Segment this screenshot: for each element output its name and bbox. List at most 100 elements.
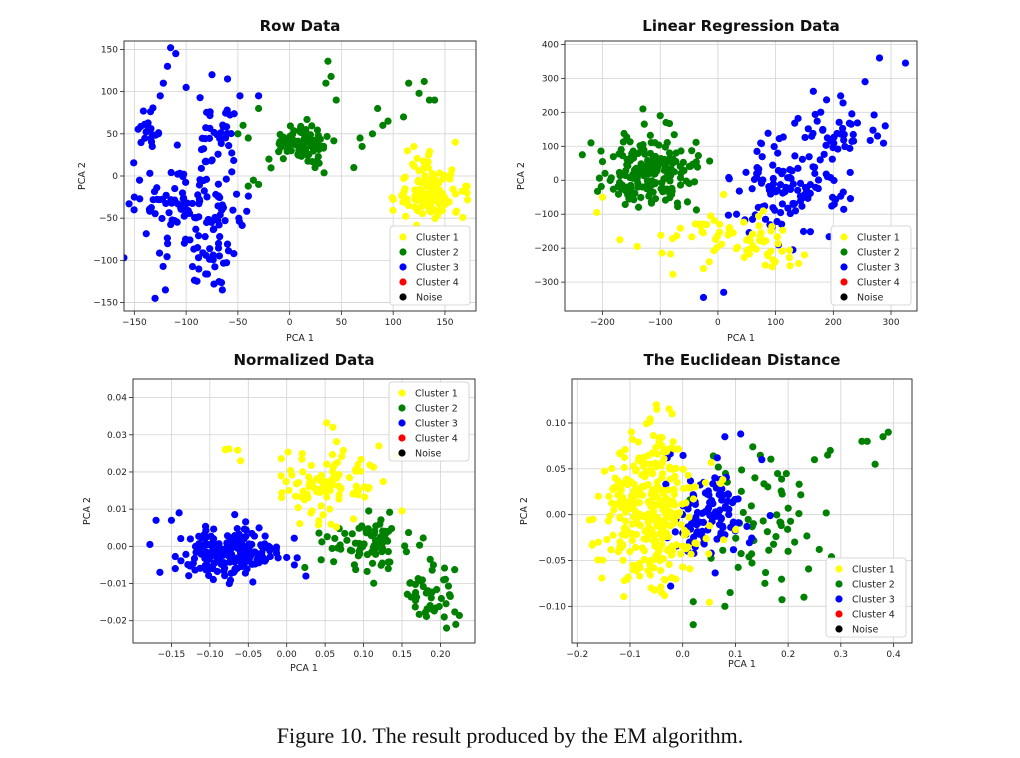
point-cluster-2 (322, 79, 330, 87)
point-cluster-2 (759, 517, 767, 525)
x-tick-label: 100 (385, 318, 402, 328)
x-tick-label: 0.4 (886, 650, 901, 660)
point-cluster-2 (734, 563, 742, 571)
point-cluster-1 (369, 463, 378, 471)
point-cluster-1 (680, 526, 689, 535)
scatter-points (124, 44, 472, 302)
point-cluster-3 (750, 175, 759, 184)
point-cluster-1 (299, 468, 307, 476)
point-cluster-2 (265, 155, 273, 163)
point-cluster-1 (619, 542, 627, 550)
point-cluster-1 (608, 499, 616, 507)
point-cluster-1 (658, 588, 666, 597)
point-cluster-2 (437, 594, 445, 603)
point-cluster-3 (173, 141, 181, 149)
point-cluster-2 (763, 528, 771, 536)
point-cluster-3 (274, 554, 282, 562)
point-cluster-1 (661, 519, 669, 528)
point-cluster-2 (661, 162, 669, 170)
point-cluster-3 (881, 122, 889, 130)
point-cluster-2 (778, 490, 786, 498)
y-tick-label: 200 (542, 108, 559, 118)
point-cluster-2 (405, 79, 413, 87)
point-cluster-3 (790, 200, 799, 208)
point-cluster-3 (711, 474, 719, 482)
x-tick-label: 300 (882, 318, 899, 328)
point-cluster-2 (315, 529, 323, 537)
point-cluster-2 (440, 576, 448, 584)
point-cluster-3 (718, 485, 726, 493)
point-cluster-1 (352, 488, 360, 496)
point-cluster-1 (326, 505, 334, 513)
point-cluster-2 (791, 538, 799, 546)
point-cluster-1 (323, 419, 331, 427)
point-cluster-3 (778, 200, 787, 208)
point-cluster-3 (849, 130, 857, 139)
point-cluster-3 (207, 157, 216, 165)
point-cluster-1 (328, 451, 337, 459)
point-cluster-1 (688, 233, 696, 241)
point-cluster-2 (419, 534, 427, 542)
chart-title: Linear Regression Data (642, 17, 839, 35)
point-cluster-1 (629, 462, 638, 470)
legend-label-cluster-3: Cluster 3 (415, 419, 458, 430)
x-tick-label: 100 (767, 318, 784, 328)
point-cluster-1 (332, 438, 341, 446)
point-cluster-1 (305, 473, 313, 481)
point-cluster-1 (679, 465, 687, 473)
point-cluster-1 (425, 203, 433, 211)
point-cluster-1 (400, 174, 408, 183)
point-cluster-2 (356, 550, 364, 558)
point-cluster-1 (351, 466, 360, 474)
point-cluster-1 (657, 541, 665, 549)
point-cluster-3 (290, 534, 298, 542)
point-cluster-2 (276, 138, 284, 146)
point-cluster-3 (873, 132, 882, 140)
point-cluster-3 (195, 265, 203, 273)
point-cluster-3 (791, 152, 799, 160)
point-cluster-1 (755, 236, 763, 245)
point-cluster-2 (368, 548, 376, 556)
point-cluster-3 (853, 119, 862, 127)
point-cluster-3 (257, 541, 265, 549)
point-cluster-1 (635, 499, 643, 507)
point-cluster-3 (171, 565, 179, 573)
point-cluster-3 (167, 516, 176, 524)
point-cluster-1 (669, 270, 677, 278)
point-cluster-3 (261, 532, 269, 540)
point-cluster-3 (811, 183, 820, 191)
point-cluster-2 (426, 602, 434, 610)
y-tick-label: 0 (553, 176, 559, 186)
point-cluster-1 (651, 491, 659, 499)
point-cluster-3 (146, 108, 155, 116)
point-cluster-2 (784, 525, 792, 533)
point-cluster-2 (640, 120, 648, 128)
x-tick-label: 0 (715, 318, 721, 328)
point-cluster-1 (234, 446, 242, 454)
point-cluster-3 (879, 139, 888, 147)
point-cluster-3 (724, 491, 733, 499)
point-cluster-1 (436, 206, 444, 214)
legend-label-cluster-3: Cluster 3 (416, 263, 459, 274)
point-cluster-2 (863, 437, 871, 445)
chart-row-data: Row Data −150 −100 −50 0 50 100 150 −150 −100 −50 0… (77, 17, 477, 344)
point-cluster-1 (658, 534, 666, 542)
point-cluster-3 (757, 179, 766, 187)
point-cluster-3 (837, 192, 845, 200)
point-cluster-1 (463, 189, 471, 197)
point-cluster-3 (837, 92, 845, 100)
point-cluster-3 (679, 451, 687, 460)
point-cluster-3 (199, 176, 207, 185)
point-cluster-1 (598, 574, 606, 582)
point-cluster-1 (640, 453, 648, 461)
point-cluster-2 (772, 532, 780, 541)
y-tick-label: −0.10 (538, 602, 566, 612)
point-cluster-2 (404, 528, 413, 537)
point-cluster-1 (326, 478, 334, 486)
point-cluster-2 (341, 529, 349, 538)
point-cluster-2 (670, 168, 678, 176)
point-cluster-3 (167, 168, 175, 177)
point-cluster-2 (254, 180, 263, 189)
point-cluster-3 (211, 263, 219, 271)
y-tick-label: 100 (101, 88, 118, 98)
